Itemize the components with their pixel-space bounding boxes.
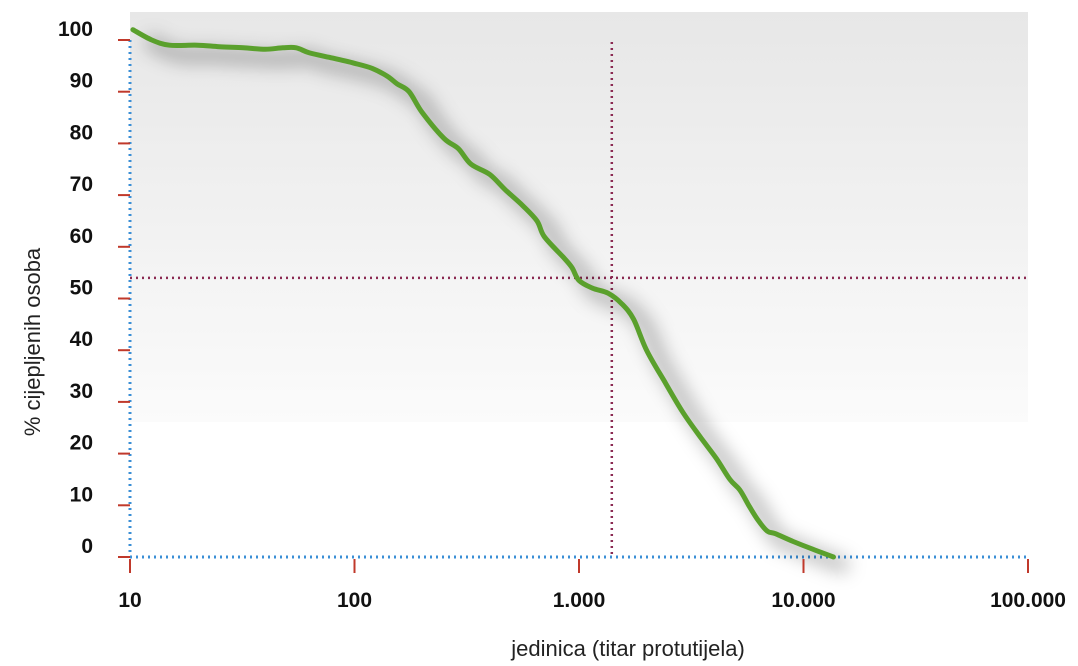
- y-tick-label: 80: [70, 121, 93, 144]
- x-tick-label: 1.000: [553, 589, 606, 612]
- x-axis-title: jedinica (titar protutijela): [510, 636, 745, 661]
- y-tick-label: 30: [70, 380, 93, 403]
- y-tick-label: 50: [70, 277, 93, 300]
- series-line-0: [130, 27, 836, 560]
- plot-background: [130, 12, 1028, 422]
- y-tick-label: 10: [70, 483, 93, 506]
- y-axis-title: % cijepljenih osoba: [20, 247, 45, 436]
- y-tick-label: 100: [58, 18, 93, 41]
- x-tick-label: 100: [337, 589, 372, 612]
- y-tick-label: 0: [81, 535, 93, 558]
- series-line-shadow: [143, 33, 850, 574]
- y-tick-label: 40: [70, 328, 93, 351]
- y-tick-label: 60: [70, 225, 93, 248]
- x-tick-label: 10.000: [771, 589, 835, 612]
- y-tick-label: 90: [70, 70, 93, 93]
- y-tick-label: 70: [70, 173, 93, 196]
- y-tick-label: 20: [70, 432, 93, 455]
- x-tick-label: 100.000: [990, 589, 1066, 612]
- x-tick-label: 10: [118, 589, 141, 612]
